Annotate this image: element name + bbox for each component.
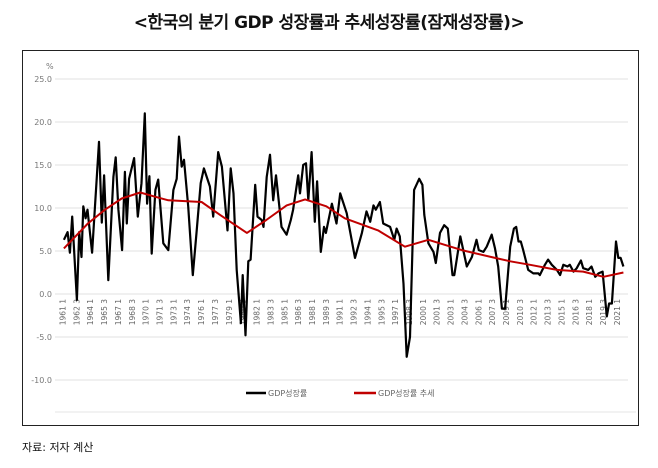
x-tick-labels: 1961 1 1962 3 1964 1 1965 3 1967 1 1968 3 1970… — [59, 299, 622, 325]
legend-label-gdp: GDP성장률 — [268, 388, 307, 398]
x-tick-label: 1971 3 — [156, 299, 165, 325]
x-tick-label: 1967 1 — [114, 299, 123, 325]
x-tick-label: 2010 3 — [516, 299, 525, 325]
x-tick-label: 1995 3 — [377, 299, 386, 325]
chart-title: <한국의 분기 GDP 성장률과 추세성장률(잠재성장률)> — [133, 13, 525, 33]
x-tick-label: 2021 1 — [613, 299, 622, 325]
y-tick-label: 20.0 — [34, 118, 52, 127]
x-tick-label: 1961 1 — [59, 299, 68, 325]
chart-frame — [22, 50, 639, 426]
trend-growth-line — [63, 191, 624, 278]
x-tick-label: 1997 1 — [391, 299, 400, 325]
x-tick-label: 2016 3 — [571, 299, 580, 325]
y-tick-label: 5.0 — [39, 247, 52, 256]
x-tick-label: 1994 1 — [363, 299, 372, 325]
x-tick-label: 1964 1 — [86, 299, 95, 325]
x-tick-label: 2004 3 — [460, 299, 469, 325]
gdp-growth-line — [62, 112, 625, 358]
x-tick-label: 1973 1 — [169, 299, 178, 325]
y-tick-label: -5.0 — [36, 333, 52, 342]
x-tick-label: 1970 1 — [142, 299, 151, 325]
x-tick-label: 1979 1 — [225, 299, 234, 325]
x-tick-label: 1965 3 — [100, 299, 109, 325]
x-tick-label: 1977 3 — [211, 299, 220, 325]
x-tick-label: 2015 1 — [557, 299, 566, 325]
legend-label-trend: GDP성장률 추세 — [378, 388, 435, 398]
y-tick-label: 10.0 — [34, 204, 52, 213]
y-tick-label: 15.0 — [34, 161, 52, 170]
x-tick-label: 1962 3 — [72, 299, 81, 325]
x-tick-label: 1986 3 — [294, 299, 303, 325]
source-note: 자료: 저자 계산 — [22, 441, 94, 454]
x-tick-label: 1982 1 — [253, 299, 262, 325]
x-tick-label: 1989 3 — [322, 299, 331, 325]
x-tick-label: 1985 1 — [280, 299, 289, 325]
x-tick-label: 2003 1 — [447, 299, 456, 325]
y-tick-label: 25.0 — [34, 75, 52, 84]
x-tick-label: 1974 3 — [183, 299, 192, 325]
x-tick-label: 2001 3 — [433, 299, 442, 325]
x-tick-label: 1992 3 — [350, 299, 359, 325]
x-tick-label: 2018 1 — [585, 299, 594, 325]
y-tick-labels: 25.0 20.0 15.0 10.0 5.0 0.0 -5.0 -10.0 — [31, 75, 52, 385]
x-tick-label: 2019 3 — [599, 299, 608, 325]
series-lines — [62, 112, 625, 358]
x-tick-label: 1976 1 — [197, 299, 206, 325]
y-tick-label: 0.0 — [39, 290, 52, 299]
x-tick-label: 2007 3 — [488, 299, 497, 325]
x-tick-label: 1988 1 — [308, 299, 317, 325]
gridlines — [55, 78, 628, 381]
x-tick-label: 1968 3 — [128, 299, 137, 325]
x-tick-label: 2000 1 — [419, 299, 428, 325]
y-tick-label: -10.0 — [31, 376, 52, 385]
x-tick-label: 1991 1 — [336, 299, 345, 325]
x-tick-label: 2006 1 — [474, 299, 483, 325]
x-tick-label: 2012 1 — [530, 299, 539, 325]
y-axis-unit: % — [46, 62, 54, 71]
legend: GDP성장률 GDP성장률 추세 — [246, 388, 435, 398]
x-tick-label: 1998 3 — [405, 299, 414, 325]
x-tick-label: 1980 3 — [239, 299, 248, 325]
x-tick-label: 2009 1 — [502, 299, 511, 325]
x-tick-label: 2013 3 — [544, 299, 553, 325]
x-tick-label: 1983 3 — [266, 299, 275, 325]
